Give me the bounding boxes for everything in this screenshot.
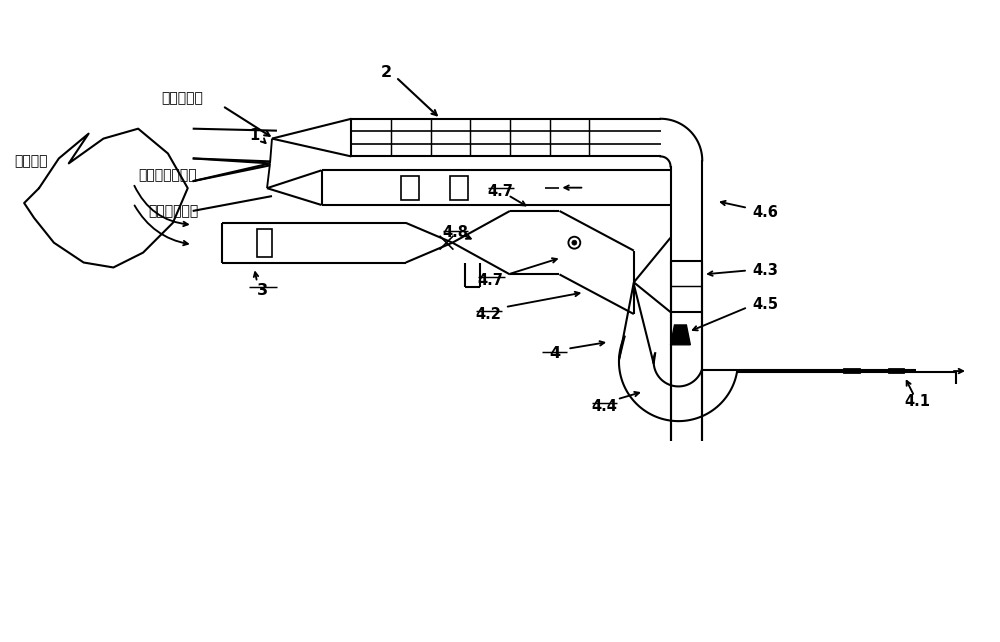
Bar — [401, 175, 419, 200]
Bar — [844, 369, 860, 373]
Text: 4.6: 4.6 — [753, 205, 779, 220]
Text: 淡乏气喷口: 淡乏气喷口 — [161, 91, 203, 105]
Text: 高温火焰: 高温火焰 — [14, 154, 48, 168]
Text: 1: 1 — [249, 128, 259, 143]
Text: 4.7: 4.7 — [477, 273, 503, 288]
Text: 4.4: 4.4 — [591, 399, 617, 413]
Text: 高温烟气回流: 高温烟气回流 — [148, 204, 198, 218]
Text: 4.2: 4.2 — [475, 307, 501, 322]
Text: 4.1: 4.1 — [904, 394, 930, 409]
Circle shape — [572, 240, 577, 245]
Bar — [257, 229, 272, 257]
Text: 浓低温煤粉气流: 浓低温煤粉气流 — [138, 168, 197, 182]
Text: 4: 4 — [549, 346, 560, 361]
Text: 4.5: 4.5 — [753, 297, 779, 311]
Text: 4.8: 4.8 — [442, 225, 468, 240]
Bar — [889, 369, 904, 373]
Text: 2: 2 — [380, 65, 392, 80]
Polygon shape — [671, 325, 690, 345]
Text: 4.3: 4.3 — [753, 263, 779, 278]
Bar — [450, 175, 468, 200]
Text: 4.7: 4.7 — [487, 184, 513, 198]
Text: 3: 3 — [257, 282, 268, 298]
